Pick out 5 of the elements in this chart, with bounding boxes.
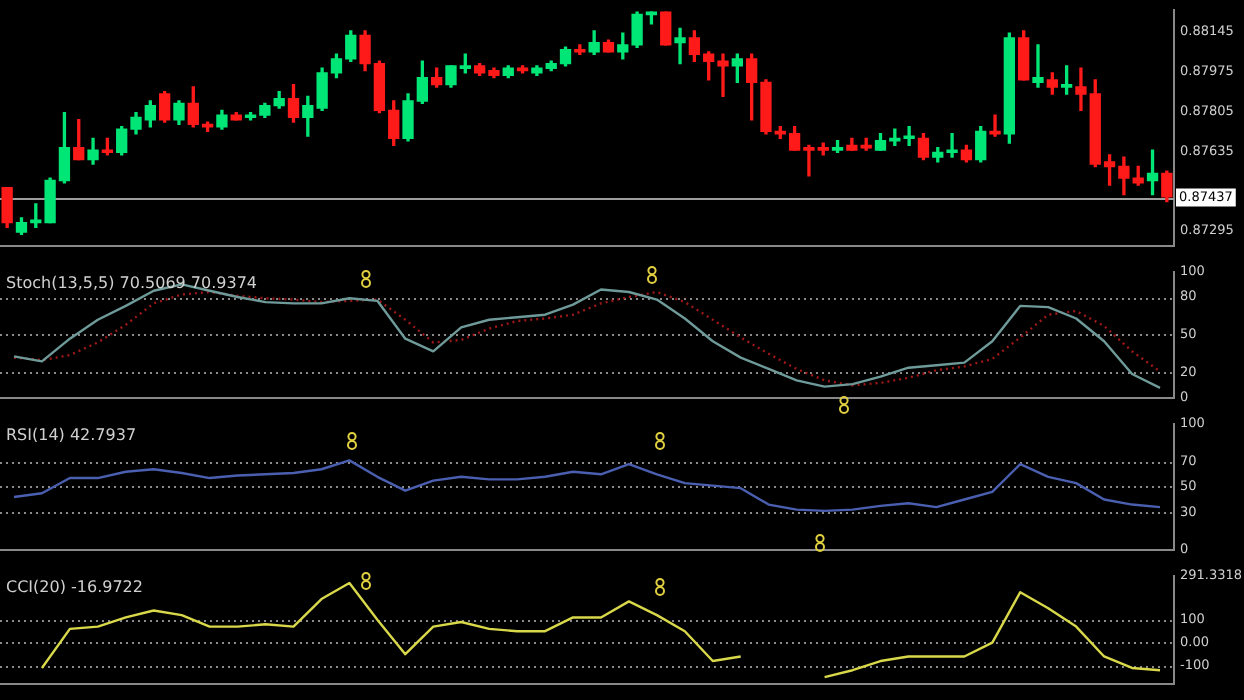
- candlestick: [1032, 44, 1044, 88]
- chart-title: Stoch(13,5,5) 70.5069 70.9374: [6, 273, 258, 292]
- chart-title: RSI(14) 42.7937: [6, 425, 137, 444]
- candlestick: [674, 27, 686, 65]
- chart-title: CCI(20) -16.9722: [6, 577, 143, 596]
